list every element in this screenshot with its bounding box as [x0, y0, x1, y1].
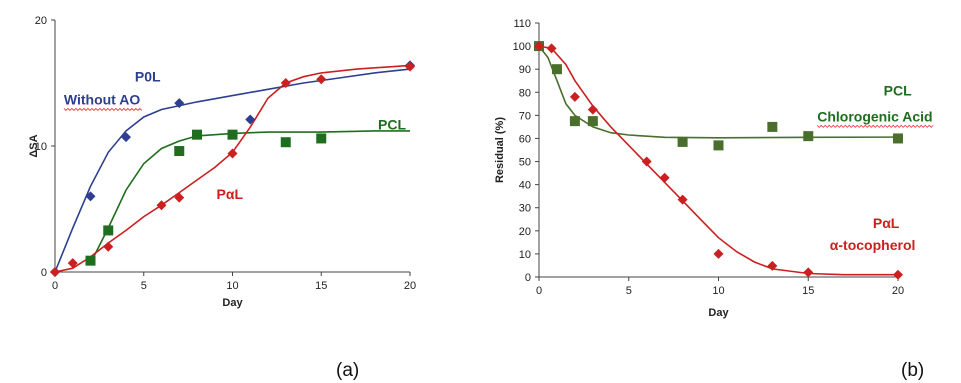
data-point-pcl [227, 129, 238, 140]
data-point-p-l-tocopherol [659, 172, 670, 183]
spellcheck-underline [816, 124, 934, 128]
y-tick-label: 0 [525, 272, 531, 284]
y-tick-label: 100 [513, 41, 531, 53]
y-tick-label: 90 [519, 64, 531, 76]
x-tick-label: 15 [802, 285, 814, 297]
y-tick-label: 50 [519, 157, 531, 169]
panel-label: (b) [901, 360, 924, 381]
data-point-p-l-tocopherol [641, 156, 652, 167]
data-point-p0l [174, 98, 185, 109]
data-point-p-l [67, 258, 78, 269]
y-tick-label: 80 [519, 87, 531, 99]
y-tick-label: 0 [41, 267, 47, 279]
y-tick-label: 10 [35, 141, 47, 153]
data-point-pcl [103, 225, 114, 236]
y-tick-label: 110 [513, 18, 531, 30]
data-point-pcl [85, 255, 96, 266]
annotation-label: PCL [884, 83, 912, 99]
data-point-pcl [192, 129, 202, 140]
annotation-label: PαL [873, 215, 900, 231]
x-tick-label: 0 [52, 280, 58, 292]
fit-line-p-l-tocopherol [538, 45, 898, 276]
x-tick-label: 5 [626, 285, 632, 297]
data-point-p-l-tocopherol [713, 248, 724, 259]
x-tick-label: 15 [315, 280, 327, 292]
data-point-p-l [227, 148, 238, 159]
data-point-p-l [280, 78, 291, 88]
data-point-p-l-tocopherol [893, 269, 903, 280]
y-tick-label: 70 [519, 110, 531, 122]
data-point-pcl-chlorogenic-acid [893, 133, 903, 144]
data-point-pcl [174, 146, 185, 157]
annotation-label: Chlorogenic Acid [817, 108, 932, 124]
y-tick-label: 10 [519, 249, 531, 261]
annotation-label: PαL [217, 186, 244, 202]
fit-line-pcl-chlorogenic-acid [538, 45, 899, 139]
annotation-label: P0L [135, 69, 161, 85]
spellcheck-underline [63, 107, 143, 111]
data-point-p-l [316, 74, 327, 85]
annotation-label: α-tocopherol [830, 237, 916, 253]
data-point-pcl-chlorogenic-acid [569, 116, 580, 127]
panel-label: (a) [336, 360, 359, 381]
y-tick-label: 30 [519, 203, 531, 215]
fit-line-pcl [89, 130, 410, 264]
y-tick-label: 20 [35, 15, 47, 27]
data-point-p-l [174, 192, 185, 203]
data-point-p0l [121, 132, 131, 143]
x-tick-label: 5 [141, 280, 147, 292]
data-point-pcl-chlorogenic-acid [767, 121, 778, 132]
data-point-pcl-chlorogenic-acid [677, 136, 688, 147]
data-point-p-l [50, 267, 60, 277]
x-tick-label: 10 [226, 280, 238, 292]
data-point-pcl-chlorogenic-acid [803, 131, 814, 142]
y-axis-label: ΔSA [28, 134, 40, 157]
data-point-p-l-tocopherol [803, 267, 814, 278]
data-point-p-l [103, 241, 114, 252]
data-point-pcl [316, 133, 327, 144]
data-point-p-l-tocopherol [677, 194, 688, 205]
annotation-label: PCL [378, 117, 406, 133]
chart-panel-b: 0 5 10 15 20 0 10 20 30 40 50 60 70 80 90 100 110 Day Resi… [494, 18, 934, 381]
x-tick-label: 10 [712, 285, 724, 297]
x-tick-label: 20 [892, 285, 904, 297]
data-point-p0l [245, 114, 256, 125]
data-point-p-l-tocopherol [767, 260, 778, 271]
data-point-p-l-tocopherol [587, 104, 598, 115]
y-axis-label: Residual (%) [494, 117, 506, 183]
data-point-pcl-chlorogenic-acid [587, 116, 598, 127]
x-axis-label: Day [222, 297, 243, 309]
data-point-p-l-tocopherol [569, 91, 580, 102]
data-point-p0l [85, 191, 96, 202]
data-point-p-l [405, 61, 415, 72]
data-point-p-l [156, 200, 167, 211]
chart-panel-a: 0 5 10 15 20 0 10 20 Day ΔSA P0L Without AO PCL PαL (a… [28, 15, 416, 381]
y-tick-label: 20 [519, 226, 531, 238]
data-point-pcl-chlorogenic-acid [713, 140, 724, 151]
data-point-pcl-chlorogenic-acid [551, 64, 562, 75]
x-tick-label: 0 [536, 285, 542, 297]
data-point-pcl [280, 137, 291, 148]
annotation-label: Without AO [64, 91, 140, 107]
y-tick-label: 40 [519, 180, 531, 192]
x-tick-label: 20 [404, 280, 416, 292]
x-axis-label: Day [708, 307, 729, 319]
data-point-p-l-tocopherol [546, 43, 557, 54]
data-point-p-l-tocopherol [534, 41, 544, 52]
y-tick-label: 60 [519, 133, 531, 145]
